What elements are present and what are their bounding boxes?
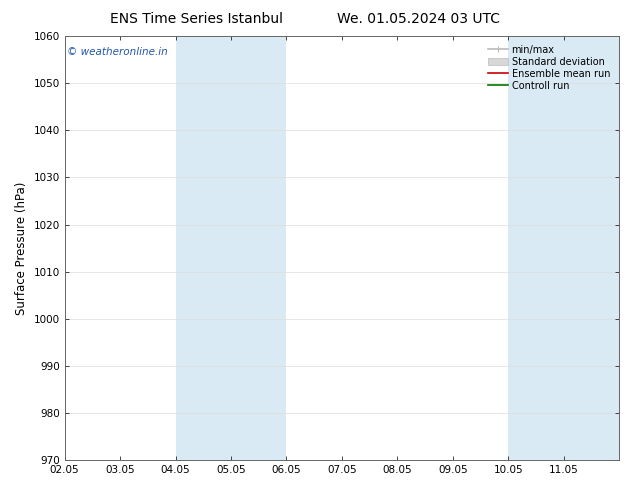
Text: We. 01.05.2024 03 UTC: We. 01.05.2024 03 UTC <box>337 12 500 26</box>
Bar <box>508 36 634 460</box>
Bar <box>176 36 287 460</box>
Legend: min/max, Standard deviation, Ensemble mean run, Controll run: min/max, Standard deviation, Ensemble me… <box>486 42 613 94</box>
Y-axis label: Surface Pressure (hPa): Surface Pressure (hPa) <box>15 181 28 315</box>
Text: © weatheronline.in: © weatheronline.in <box>67 47 168 57</box>
Text: ENS Time Series Istanbul: ENS Time Series Istanbul <box>110 12 283 26</box>
